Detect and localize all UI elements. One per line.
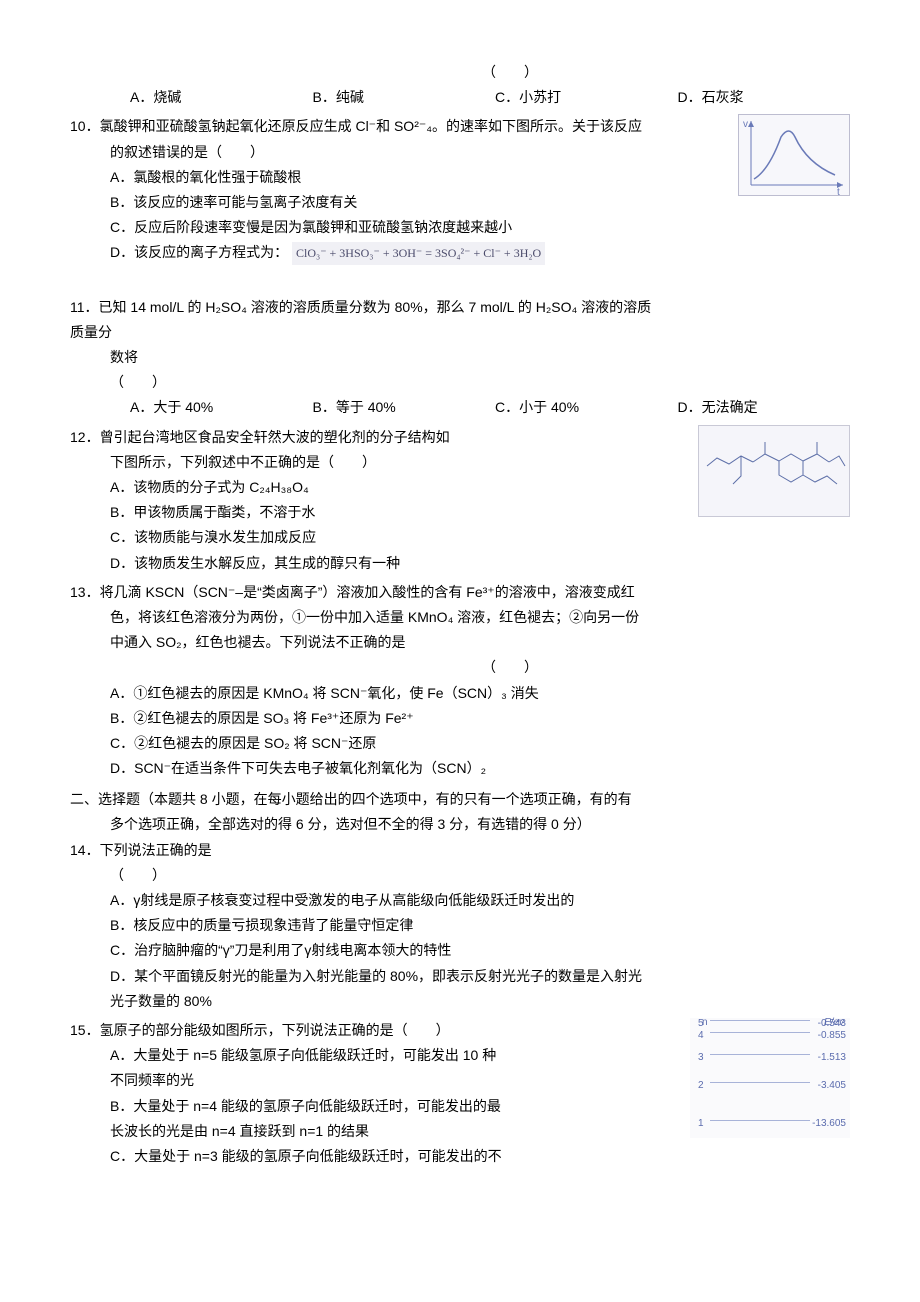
energy-level-n: 3 [698,1049,704,1067]
q11-opt-b: B．等于 40% [313,395,486,420]
q10-equation: ClO₃⁻ + 3HSO₃⁻ + 3OH⁻ = 3SO₄²⁻ + Cl⁻ + 3… [292,242,545,266]
q11-stem-2: 数将 [70,345,850,370]
q13-stem-3: 中通入 SO₂，红色也褪去。下列说法不正确的是 [70,630,850,655]
q12-opt-c: C．该物质能与溴水发生加成反应 [70,525,850,550]
energy-level-line: 3-1.513 [710,1054,810,1055]
q14-paren: （ ） [70,863,850,888]
graph-y-label: v [743,119,748,130]
energy-level-value: -0.855 [818,1027,846,1045]
q9-opt-a: A．烧碱 [130,85,303,110]
q14-opt-d-1: D．某个平面镜反射光的能量为入射光能量的 80%，即表示反射光光子的数量是入射光 [70,964,850,989]
q11-opt-c: C．小于 40% [495,395,668,420]
q10-opt-a: A．氯酸根的氧化性强于硫酸根 [70,165,850,190]
q13-stem-1: 13．将几滴 KSCN（SCN⁻–是“类卤离子”）溶液加入酸性的含有 Fe³⁺的… [70,580,850,605]
energy-level-value: -13.605 [812,1115,846,1133]
question-12: 12．曾引起台湾地区食品安全轩然大波的塑化剂的分子结构如 下图所示，下列叙述中不… [70,425,850,576]
energy-level-line: 1-13.605 [710,1120,810,1121]
q13-opt-c: C．②红色褪去的原因是 SO₂ 将 SCN⁻还原 [70,731,850,756]
q11-stem-1: 11．已知 14 mol/L 的 H₂SO₄ 溶液的溶质质量分数为 80%，那么… [70,295,850,320]
energy-level-line: 4-0.855 [710,1032,810,1033]
q9-opt-c: C．小苏打 [495,85,668,110]
q10-stem-1: 10．氯酸钾和亚硫酸氢钠起氧化还原反应生成 Cl⁻和 SO²⁻₄。的速率如下图所… [70,114,850,139]
q10-opt-d: D．该反应的离子方程式为： ClO₃⁻ + 3HSO₃⁻ + 3OH⁻ = 3S… [70,240,850,265]
q10-opt-b: B．该反应的速率可能与氢离子浓度有关 [70,190,850,215]
q10-stem-2: 的叙述错误的是（ ） [70,140,850,165]
q9-opt-d: D．石灰浆 [678,85,851,110]
q11-opt-a: A．大于 40% [130,395,303,420]
q10-opt-d-text: D．该反应的离子方程式为： [110,244,288,260]
question-15: n E/ev 5-0.5434-0.8553-1.5132-3.4051-13.… [70,1018,850,1169]
question-10: v t 10．氯酸钾和亚硫酸氢钠起氧化还原反应生成 Cl⁻和 SO²⁻₄。的速率… [70,114,850,265]
q10-rate-graph: v t [738,114,850,196]
q11-paren: （ ） [70,370,850,395]
energy-level-line: 5-0.543 [710,1020,810,1021]
q14-opt-d-2: 光子数量的 80% [70,989,850,1014]
q13-paren: （ ） [70,655,850,680]
energy-level-line: 2-3.405 [710,1082,810,1083]
q14-opt-b: B．核反应中的质量亏损现象违背了能量守恒定律 [70,913,850,938]
q9-opt-b: B．纯碱 [313,85,486,110]
q9-paren: （ ） [70,60,850,85]
q13-opt-d: D．SCN⁻在适当条件下可失去电子被氧化剂氧化为（SCN）₂ [70,756,850,781]
q12-molecule-figure [698,425,850,517]
q13-opt-b: B．②红色褪去的原因是 SO₃ 将 Fe³⁺还原为 Fe²⁺ [70,706,850,731]
energy-level-value: -3.405 [818,1077,846,1095]
question-14: 14．下列说法正确的是 （ ） A．γ射线是原子核衰变过程中受激发的电子从高能级… [70,838,850,1014]
q13-opt-a: A．①红色褪去的原因是 KMnO₄ 将 SCN⁻氧化，使 Fe（SCN）₃ 消失 [70,681,850,706]
q13-stem-2: 色，将该红色溶液分为两份，①一份中加入适量 KMnO₄ 溶液，红色褪去；②向另一… [70,605,850,630]
energy-level-n: 1 [698,1115,704,1133]
q11-stem-1b: 质量分 [70,320,850,345]
q14-opt-a: A．γ射线是原子核衰变过程中受激发的电子从高能级向低能级跃迁时发出的 [70,888,850,913]
energy-level-n: 2 [698,1077,704,1095]
q14-opt-c: C．治疗脑肿瘤的“γ”刀是利用了γ射线电离本领大的特性 [70,938,850,963]
question-13: 13．将几滴 KSCN（SCN⁻–是“类卤离子”）溶液加入酸性的含有 Fe³⁺的… [70,580,850,782]
q12-opt-d: D．该物质发生水解反应，其生成的醇只有一种 [70,551,850,576]
q10-opt-c: C．反应后阶段速率变慢是因为氯酸钾和亚硫酸氢钠浓度越来越小 [70,215,850,240]
q11-opt-d: D．无法确定 [678,395,851,420]
question-9-tail: （ ） A．烧碱 B．纯碱 C．小苏打 D．石灰浆 [70,60,850,110]
q11-options: A．大于 40% B．等于 40% C．小于 40% D．无法确定 [70,395,850,420]
q15-energy-levels-figure: n E/ev 5-0.5434-0.8553-1.5132-3.4051-13.… [690,1018,850,1138]
energy-level-value: -1.513 [818,1049,846,1067]
graph-x-label: t [837,187,840,195]
q9-options: A．烧碱 B．纯碱 C．小苏打 D．石灰浆 [70,85,850,110]
section-2-head-1: 二、选择题（本题共 8 小题，在每小题给出的四个选项中，有的只有一个选项正确，有… [70,787,850,812]
q14-stem: 14．下列说法正确的是 [70,838,850,863]
q15-opt-c-1: C．大量处于 n=3 能级的氢原子向低能级跃迁时，可能发出的不 [70,1144,850,1169]
energy-level-n: 4 [698,1027,704,1045]
section-2-head-2: 多个选项正确，全部选对的得 6 分，选对但不全的得 3 分，有选错的得 0 分） [70,812,850,837]
question-11: 11．已知 14 mol/L 的 H₂SO₄ 溶液的溶质质量分数为 80%，那么… [70,295,850,421]
